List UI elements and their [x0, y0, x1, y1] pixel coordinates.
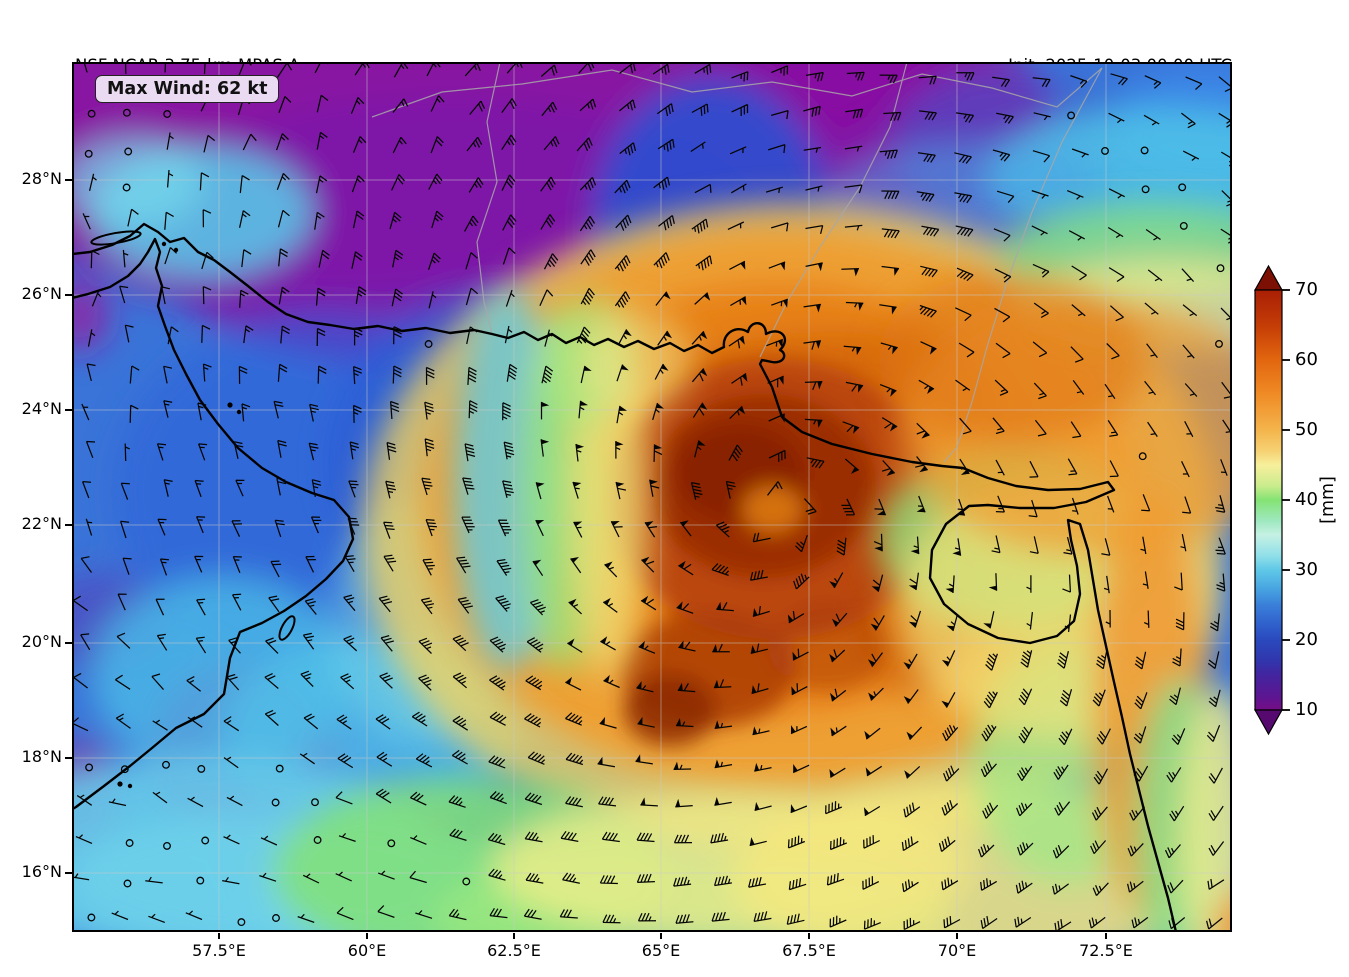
colorbar-svg: [1253, 264, 1290, 736]
colorbar-tick-label: 20: [1295, 629, 1318, 650]
x-tickmark: [808, 933, 810, 939]
calm-wind-circle: [1216, 264, 1225, 273]
y-tickmark: [65, 409, 72, 411]
max-wind-label: Max Wind: 62 kt: [107, 79, 268, 99]
calm-wind-circle: [271, 798, 280, 807]
colorbar-under-arrow: [1253, 709, 1284, 736]
colorbar-tick-label: 30: [1295, 559, 1318, 580]
calm-wind-circle: [1141, 185, 1150, 194]
x-tick-label: 60°E: [347, 941, 387, 960]
calm-wind-circle: [311, 798, 319, 807]
calm-wind-circle: [197, 764, 206, 773]
calm-wind-circle: [122, 108, 131, 117]
colorbar-tick-label: 50: [1295, 419, 1318, 440]
calm-wind-circle: [275, 764, 284, 773]
x-tickmark: [1105, 933, 1107, 939]
calm-wind-circle: [125, 839, 134, 847]
gridlines: [72, 62, 1232, 932]
calm-wind-circle: [163, 110, 172, 118]
x-tickmark: [218, 933, 220, 939]
calm-wind-circle: [87, 913, 96, 922]
y-tick-label: 20°N: [21, 632, 62, 651]
calm-wind-circle: [1067, 111, 1076, 120]
calm-wind-circle: [387, 839, 396, 848]
max-wind-badge: Max Wind: 62 kt: [95, 75, 280, 103]
calm-wind-circle: [84, 149, 93, 158]
y-tickmark: [65, 757, 72, 759]
calm-wind-circle: [122, 183, 131, 192]
y-tick-label: 24°N: [21, 399, 62, 418]
calm-wind-circle: [424, 340, 433, 348]
colorbar-gradient: [1254, 289, 1283, 711]
calm-wind-circle: [313, 836, 322, 844]
calm-wind-circle: [1138, 452, 1147, 461]
calm-wind-circle: [123, 879, 132, 888]
calm-wind-circle: [201, 836, 210, 845]
tpw-field-layer: [72, 62, 1232, 932]
calm-wind-circle: [1215, 339, 1223, 348]
y-tick-label: 28°N: [21, 169, 62, 188]
colorbar: [1253, 264, 1299, 744]
y-tick-label: 26°N: [21, 284, 62, 303]
calm-wind-circle: [237, 918, 246, 927]
city-markers: [117, 241, 242, 789]
calm-wind-circle: [462, 877, 471, 886]
x-tickmark: [660, 933, 662, 939]
plot-frame: [72, 62, 1232, 932]
colorbar-tickmarks: [1282, 289, 1290, 711]
colorbar-over-arrow: [1253, 264, 1284, 291]
x-tick-label: 70°E: [937, 941, 977, 960]
y-tickmark: [65, 524, 72, 526]
y-tickmark: [65, 872, 72, 874]
y-tick-label: 22°N: [21, 514, 62, 533]
colorbar-tick-label: 10: [1295, 699, 1318, 720]
calm-wind-circle: [272, 914, 280, 922]
x-tick-label: 72.5°E: [1079, 941, 1133, 960]
calm-wind-circle: [87, 109, 96, 118]
y-tickmark: [65, 294, 72, 296]
calm-wind-circle: [124, 147, 133, 156]
calm-wind-circle: [163, 841, 171, 850]
calm-wind-circle: [85, 763, 94, 772]
calm-wind-circle: [196, 876, 205, 885]
calm-wind-circle: [1101, 146, 1109, 155]
y-tickmark: [65, 179, 72, 181]
calm-wind-circle: [1179, 221, 1188, 230]
tpw-map: [72, 62, 1232, 932]
x-tick-label: 67.5°E: [782, 941, 836, 960]
colorbar-tick-label: 60: [1295, 349, 1318, 370]
calm-wind-circle: [1140, 146, 1149, 155]
colorbar-tick-label: 40: [1295, 489, 1318, 510]
y-tick-label: 16°N: [21, 862, 62, 881]
x-tickmark: [513, 933, 515, 939]
x-tickmark: [956, 933, 958, 939]
colorbar-tick-label: 70: [1295, 279, 1318, 300]
y-tick-label: 18°N: [21, 747, 62, 766]
map-plot-area: Max Wind: 62 kt: [72, 62, 1232, 932]
y-tickmark: [65, 642, 72, 644]
x-tick-label: 65°E: [641, 941, 681, 960]
calm-wind-circle: [162, 760, 170, 769]
x-tick-label: 62.5°E: [487, 941, 541, 960]
calm-wind-circle: [120, 765, 129, 774]
x-tickmark: [366, 933, 368, 939]
calm-wind-circle: [1178, 183, 1187, 192]
x-tick-label: 57.5°E: [192, 941, 246, 960]
